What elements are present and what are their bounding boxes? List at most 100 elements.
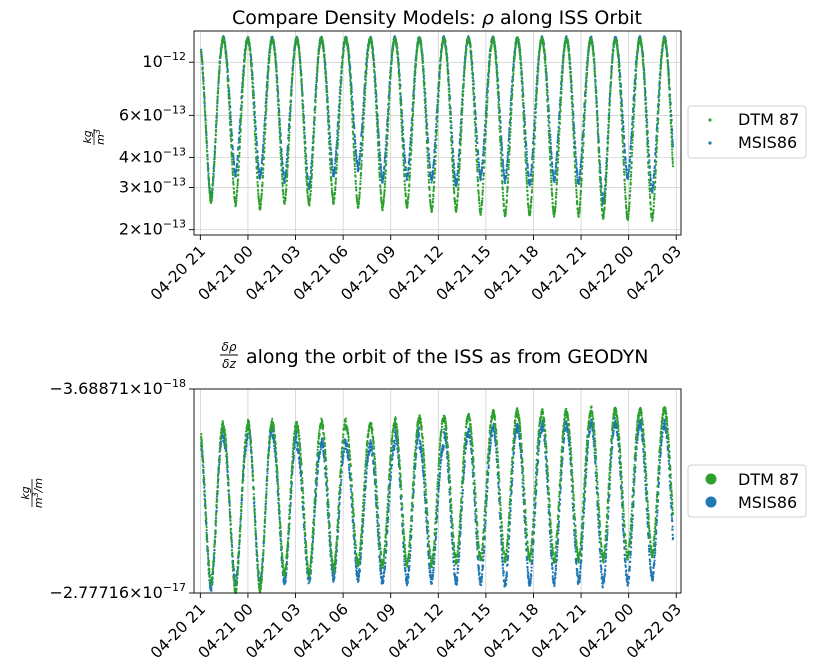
density-dtm-point [251, 78, 254, 81]
density-msis-point [355, 157, 358, 160]
density-dtm-point [217, 80, 220, 83]
density-dtm-point [213, 160, 216, 163]
density-dtm-point [228, 120, 231, 124]
density-msis-point [505, 171, 508, 175]
density-msis-point [382, 178, 385, 181]
density-dtm-point [216, 100, 219, 103]
density-msis-point [288, 112, 292, 116]
density-dtm-point [214, 137, 217, 140]
density-dtm-point [343, 43, 346, 46]
density-dtm-point [207, 181, 211, 184]
density-msis-point [502, 168, 505, 171]
density-msis-point [333, 170, 336, 173]
density-dtm-point [351, 126, 354, 129]
density-msis-point [260, 172, 263, 175]
density-dtm-point [317, 49, 321, 53]
density-dtm-point [218, 65, 221, 68]
density-msis-point [557, 125, 560, 128]
density-dtm-point [322, 46, 325, 49]
density-dtm-point [207, 176, 210, 179]
density-dtm-point [347, 56, 350, 59]
density-dtm-point [297, 46, 301, 49]
density-dtm-point [326, 107, 329, 111]
density-dtm-point [300, 74, 303, 77]
density-msis-point [648, 159, 651, 162]
density-msis-point [259, 176, 262, 179]
density-dtm-point [354, 175, 357, 178]
density-dtm-point [327, 128, 330, 131]
density-msis-point [355, 150, 358, 154]
density-msis-point [499, 121, 502, 124]
density-dtm-point [239, 135, 242, 138]
density-msis-point [529, 183, 532, 186]
density-msis-point [654, 153, 657, 156]
density-dtm-point [330, 184, 333, 187]
density-msis-point [358, 163, 361, 166]
density-dtm-point [214, 140, 217, 143]
density-dtm-point [231, 173, 234, 177]
density-dtm-point [338, 113, 341, 116]
density-dtm-point [285, 188, 288, 191]
density-dtm-point [329, 171, 332, 174]
density-dtm-point [232, 187, 235, 190]
density-dtm-point [217, 87, 220, 90]
density-dtm-point [337, 138, 340, 141]
density-dtm-point [229, 135, 232, 138]
density-dtm-point [292, 65, 295, 68]
density-dtm-point [256, 176, 259, 180]
density-dtm-point [205, 129, 208, 132]
density-dtm-point [285, 179, 288, 182]
density-dtm-point [265, 104, 268, 107]
density-msis-point [551, 165, 554, 168]
density-dtm-point [219, 51, 222, 55]
density-dtm-point [289, 110, 292, 113]
density-msis-point [398, 68, 401, 71]
density-msis-point [257, 163, 260, 166]
density-dtm-point [350, 92, 353, 96]
density-dtm-point [263, 150, 266, 153]
density-dtm-point [330, 187, 333, 190]
density-dtm-point [204, 121, 207, 124]
density-dtm-point [262, 171, 265, 174]
density-msis-point [255, 137, 258, 140]
density-dtm-point [323, 56, 326, 60]
density-msis-point [527, 174, 530, 178]
density-dtm-point [273, 49, 276, 53]
density-dtm-point [228, 117, 231, 120]
density-dtm-point [275, 81, 279, 84]
density-dtm-point [236, 182, 239, 185]
density-dtm-point [253, 113, 256, 116]
density-msis-point [671, 138, 674, 141]
density-msis-point [277, 92, 280, 96]
density-dtm-point [254, 143, 257, 146]
density-msis-point [628, 163, 631, 167]
density-dtm-point [244, 50, 247, 53]
density-dtm-point [299, 72, 302, 75]
density-dtm-point [306, 195, 310, 198]
density-dtm-point [217, 84, 220, 87]
density-dtm-point [264, 128, 267, 131]
density-dtm-point [223, 41, 226, 44]
density-dtm-point [334, 186, 337, 189]
density-dtm-point [317, 56, 320, 60]
density-dtm-point [289, 115, 292, 118]
density-dtm-point [299, 64, 302, 67]
density-dtm-point [286, 172, 289, 175]
density-dtm-point [278, 136, 281, 139]
density-dtm-point [329, 168, 332, 171]
density-msis-point [431, 179, 434, 182]
density-msis-point [338, 96, 341, 99]
density-dtm-point [230, 155, 233, 158]
density-dtm-point [239, 128, 242, 131]
density-msis-point [299, 69, 303, 73]
density-dtm-point [216, 109, 219, 112]
density-dtm-point [263, 142, 266, 145]
density-dtm-point [281, 184, 284, 188]
density-msis-point [532, 132, 536, 135]
density-dtm-point [224, 47, 227, 50]
density-dtm-point [337, 134, 340, 137]
density-dtm-point [279, 149, 282, 152]
density-dtm-point [259, 202, 262, 206]
density-dtm-point [287, 156, 290, 159]
density-dtm-point [315, 85, 318, 88]
